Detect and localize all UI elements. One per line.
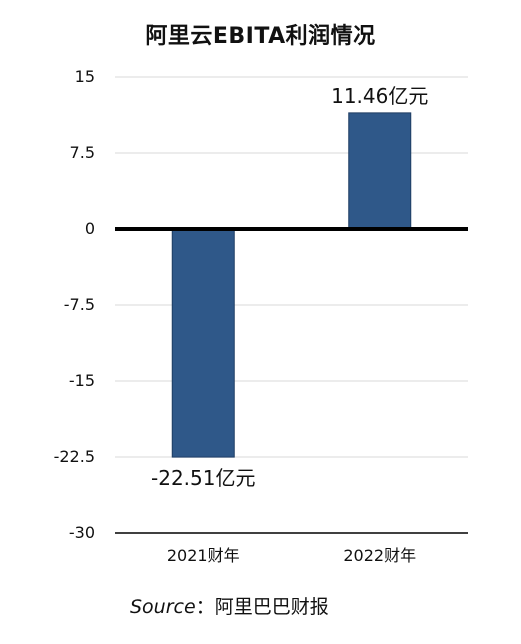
y-tick-label: 0 (85, 219, 95, 238)
data-label: -22.51亿元 (151, 466, 255, 490)
data-label: 11.46亿元 (331, 84, 428, 108)
source-text: 阿里巴巴财报 (214, 596, 329, 618)
bar-1 (171, 228, 235, 458)
x-tick-label: 2022财年 (343, 546, 416, 565)
source-note: Source：阿里巴巴财报 (130, 592, 329, 619)
y-tick-label: 15 (75, 67, 95, 86)
y-tick-label: -7.5 (64, 295, 95, 314)
x-tick-label: 2021财年 (167, 546, 240, 565)
y-tick-label: -22.5 (54, 447, 95, 466)
y-tick-label: -15 (69, 371, 95, 390)
bar-2 (348, 112, 412, 230)
chart-title: 阿里云EBITA利润情况 (145, 24, 376, 49)
y-tick-label: 7.5 (70, 143, 95, 162)
y-tick-label: -30 (69, 523, 95, 542)
source-key: Source (130, 596, 196, 618)
source-separator: ： (195, 596, 215, 618)
